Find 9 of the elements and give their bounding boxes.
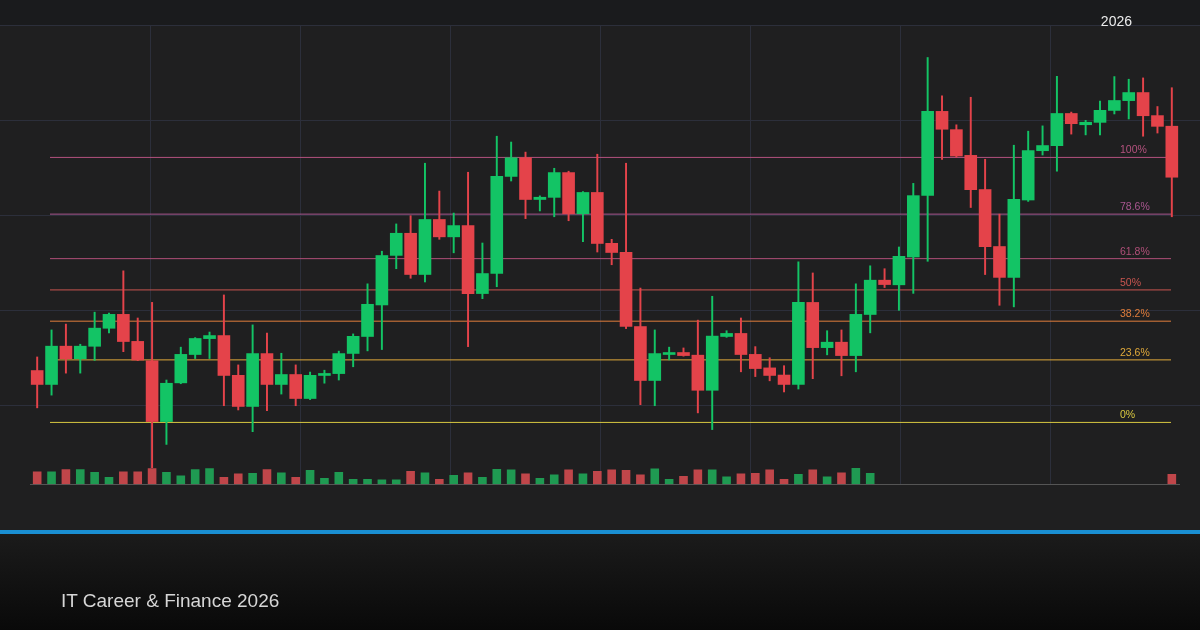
ref-line-label: 61.8% bbox=[1120, 244, 1150, 257]
ref-line-label: 0% bbox=[1120, 408, 1136, 421]
text: IT Career & Finance 2026 bbox=[61, 590, 280, 611]
ref-line-label: 23.6% bbox=[1120, 345, 1150, 358]
ref-line-label: 50% bbox=[1120, 275, 1142, 288]
annotation: 2026 bbox=[1100, 13, 1132, 29]
ref-line-label: 78.6% bbox=[1120, 200, 1150, 213]
ref-line-label: 100% bbox=[1120, 143, 1147, 156]
ref-line-label: 38.2% bbox=[1120, 307, 1150, 320]
